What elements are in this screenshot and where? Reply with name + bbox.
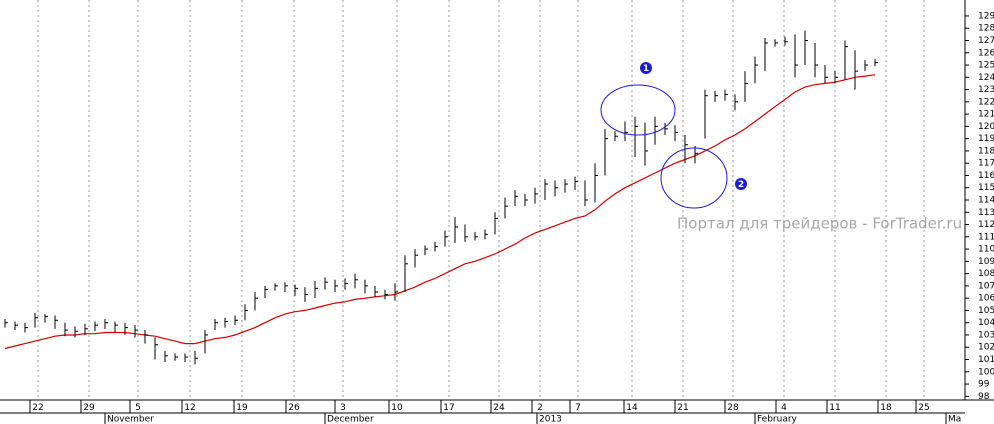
y-tick-label: 109 <box>978 257 994 267</box>
x-tick-label: 19 <box>236 403 248 413</box>
x-tick-label: 14 <box>626 403 638 413</box>
y-tick-label: 117 <box>978 159 994 169</box>
y-tick-label: 125 <box>978 61 994 71</box>
y-tick-label: 127 <box>978 36 994 46</box>
annotation-marker <box>735 178 747 190</box>
x-axis-panel <box>0 400 994 424</box>
x-tick-label: 26 <box>288 403 300 413</box>
month-label: February <box>757 415 798 424</box>
x-tick-label: 3 <box>340 403 346 413</box>
x-tick-label: 28 <box>727 403 739 413</box>
x-tick-label: 11 <box>829 403 840 413</box>
y-tick-label: 129 <box>978 11 994 21</box>
month-label: 2013 <box>539 415 562 424</box>
y-tick-label: 111 <box>978 232 994 242</box>
annotation-ellipse <box>600 84 676 136</box>
x-tick-label: 10 <box>391 403 403 413</box>
y-tick-label: 119 <box>978 134 994 144</box>
x-tick-label: 4 <box>781 403 787 413</box>
x-tick-label: 29 <box>83 403 95 413</box>
y-tick-label: 103 <box>978 330 994 340</box>
moving-average <box>4 74 876 350</box>
x-tick-label: 22 <box>32 403 43 413</box>
y-tick-label: 122 <box>978 97 994 107</box>
x-tick-label: 24 <box>493 403 505 413</box>
y-tick-label: 112 <box>978 220 994 230</box>
y-tick-label: 102 <box>978 343 994 353</box>
x-tick-label: 5 <box>135 403 141 413</box>
y-tick-label: 105 <box>978 306 994 316</box>
y-tick-label: 110 <box>978 245 994 255</box>
y-tick-label: 113 <box>978 208 994 218</box>
annotation-marker <box>640 62 652 74</box>
y-tick-label: 128 <box>978 24 994 34</box>
x-tick-label: 25 <box>918 403 929 413</box>
month-label: November <box>107 415 154 424</box>
month-label: December <box>327 415 374 424</box>
y-tick-label: 108 <box>978 269 994 279</box>
y-tick-label: 126 <box>978 48 994 58</box>
y-tick-label: 118 <box>978 146 994 156</box>
y-tick-label: 124 <box>978 73 994 83</box>
y-tick-label: 101 <box>978 355 994 365</box>
y-tick-label: 114 <box>978 196 994 206</box>
x-tick-label: 7 <box>575 403 581 413</box>
x-tick-label: 17 <box>443 403 454 413</box>
annotation-ellipse <box>660 147 728 209</box>
watermark: Портал для трейдеров - ForTrader.ru <box>677 215 962 233</box>
y-tick-label: 121 <box>978 110 994 120</box>
y-tick-label: 99 <box>978 380 990 390</box>
y-tick-label: 116 <box>978 171 994 181</box>
y-tick-label: 100 <box>978 367 994 377</box>
x-tick-label: 12 <box>184 403 195 413</box>
month-label: Ma <box>948 415 961 424</box>
y-tick-label: 120 <box>978 122 994 132</box>
x-tick-label: 2 <box>537 403 543 413</box>
y-tick-label: 104 <box>978 318 994 328</box>
x-tick-label: 18 <box>880 403 892 413</box>
y-tick-label: 98 <box>978 392 990 402</box>
y-tick-label: 106 <box>978 294 994 304</box>
y-tick-label: 123 <box>978 85 994 95</box>
annotation-label: 2 <box>738 180 744 190</box>
y-axis-panel <box>965 0 994 424</box>
x-tick-label: 21 <box>677 403 688 413</box>
y-tick-label: 107 <box>978 281 994 291</box>
y-tick-label: 115 <box>978 183 994 193</box>
annotation-label: 1 <box>643 64 649 74</box>
